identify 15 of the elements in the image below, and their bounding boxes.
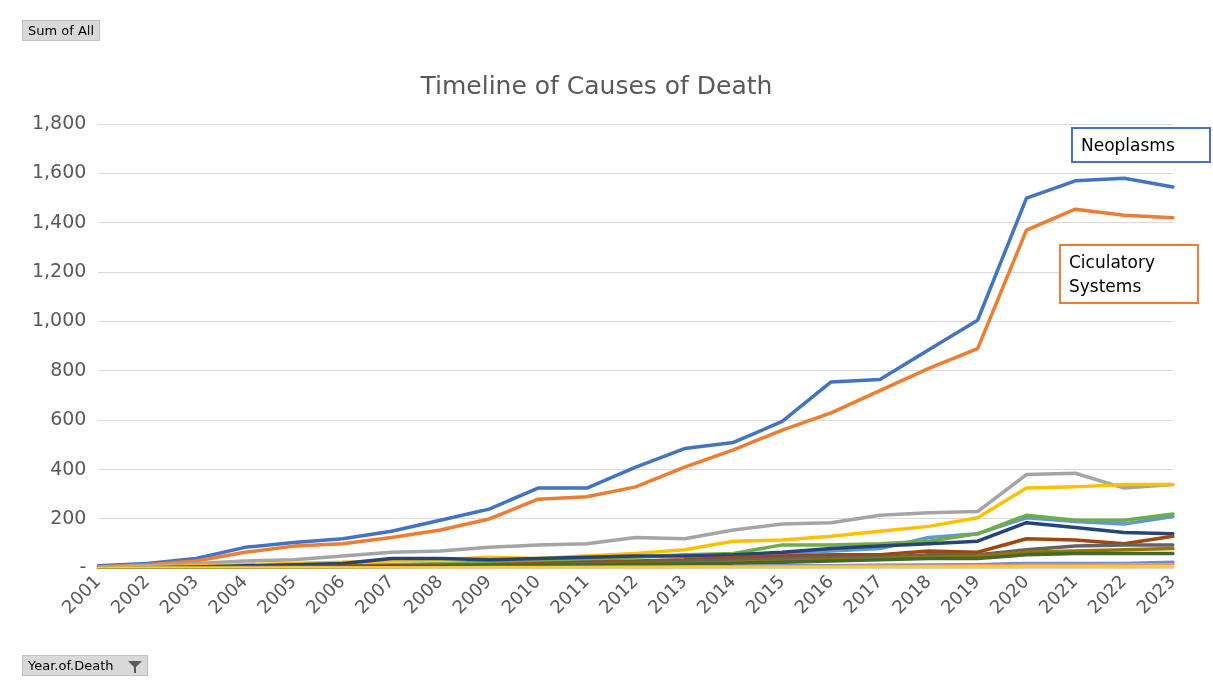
text: Ciculatory Systems <box>1059 243 1199 304</box>
y-tick-label: 400 <box>50 456 87 479</box>
text: Year.of.Death <box>28 658 114 673</box>
y-tick-label: 1,800 <box>31 110 87 133</box>
y-tick-label: 200 <box>50 505 87 528</box>
y-tick-label: 1,200 <box>31 259 87 282</box>
y-tick-label: 600 <box>50 407 87 430</box>
y-tick-label: 1,000 <box>31 308 87 331</box>
y-tick-label: 800 <box>50 357 87 380</box>
y-tick-label: 1,400 <box>31 209 87 232</box>
y-tick-label: - <box>79 555 87 578</box>
y-tick-label: 1,600 <box>31 160 87 183</box>
text: Sum of All <box>28 23 95 38</box>
series-label: Neoplasms <box>1071 126 1211 163</box>
chart-title: Timeline of Causes of Death <box>419 70 773 100</box>
